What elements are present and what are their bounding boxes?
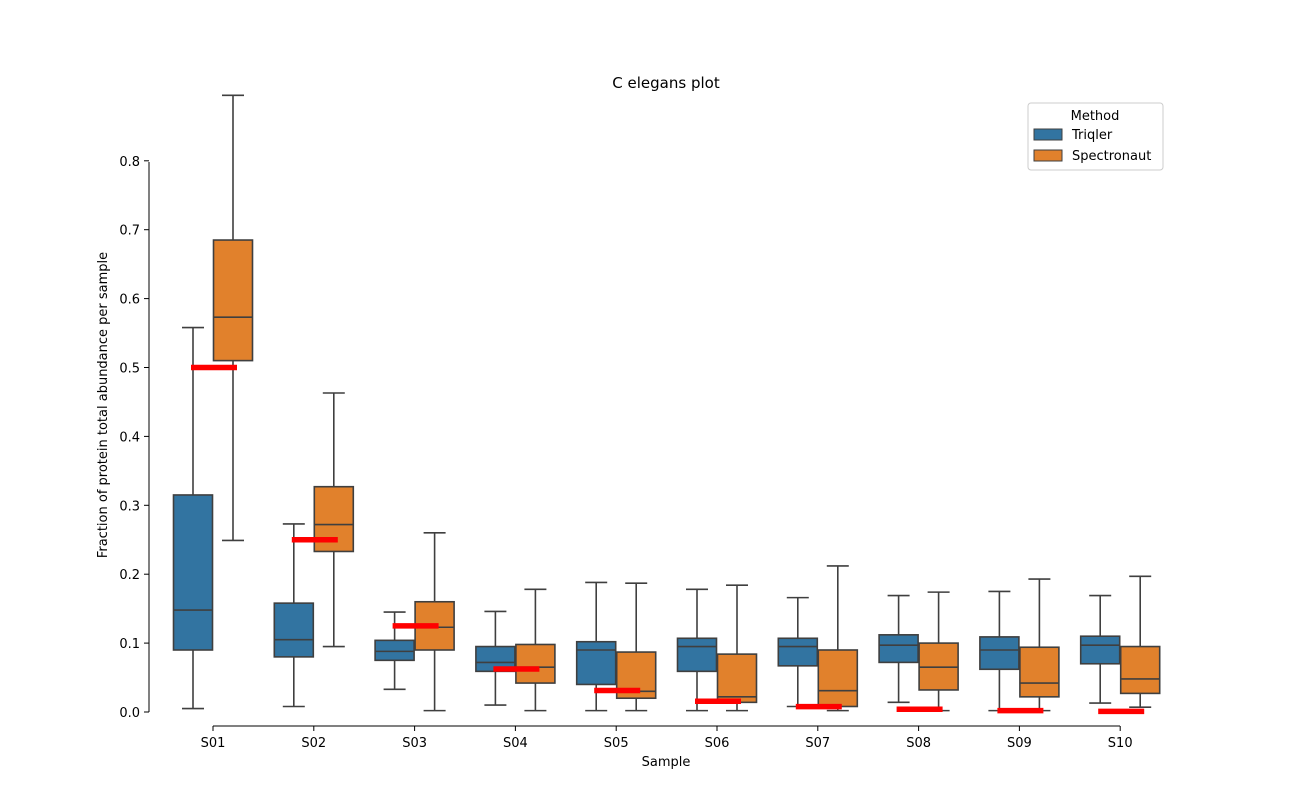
box-iqr	[979, 636, 1020, 671]
box-iqr	[1079, 635, 1121, 665]
y-tick-label: 0.5	[119, 362, 140, 377]
box-iqr	[817, 649, 859, 708]
box-iqr	[212, 239, 254, 362]
box-triqler-s06	[676, 588, 718, 712]
legend: Method Triqler Spectronaut	[1027, 102, 1164, 171]
box-iqr	[676, 637, 718, 673]
y-tick-label: 0.7	[119, 224, 140, 239]
box-iqr	[172, 494, 214, 651]
x-tick-label: S04	[503, 736, 528, 751]
x-tick-label: S08	[906, 736, 931, 751]
legend-swatch-spectronaut	[1033, 149, 1063, 162]
box-triqler-s08	[878, 594, 919, 704]
box-spectronaut-s06	[716, 584, 758, 712]
x-tick-label: S01	[201, 736, 226, 751]
box-triqler-s07	[777, 596, 819, 708]
y-tick-label: 0.8	[119, 155, 140, 170]
box-spectronaut-s03	[414, 532, 455, 712]
x-tick-label: S07	[805, 736, 830, 751]
legend-label-triqler: Triqler	[1071, 128, 1113, 143]
y-tick-label: 0.4	[119, 430, 140, 445]
legend-label-spectronaut: Spectronaut	[1072, 149, 1151, 164]
x-axis-label: Sample	[642, 755, 691, 770]
x-tick-label: S03	[402, 736, 427, 751]
y-tick-label: 0.2	[119, 568, 140, 583]
box-iqr	[716, 653, 758, 704]
box-spectronaut-s10	[1119, 575, 1161, 708]
y-tick-label: 0.1	[119, 637, 140, 652]
box-iqr	[575, 640, 617, 686]
box-triqler-s05	[575, 581, 617, 712]
box-spectronaut-s07	[817, 565, 859, 712]
box-triqler-s03	[374, 611, 415, 691]
plot-area	[172, 94, 1161, 715]
y-axis-label: Fraction of protein total abundance per …	[96, 252, 111, 558]
box-spectronaut-s02	[313, 392, 355, 648]
legend-title: Method	[1071, 109, 1120, 124]
box-iqr	[1019, 646, 1060, 698]
box-triqler-s04	[475, 610, 516, 706]
box-iqr	[273, 602, 315, 658]
x-tick-label: S10	[1108, 736, 1133, 751]
box-iqr	[515, 643, 556, 684]
box-triqler-s10	[1079, 594, 1121, 704]
chart-title: C elegans plot	[612, 74, 720, 92]
y-tick-label: 0.0	[119, 706, 140, 721]
y-tick-label: 0.6	[119, 293, 140, 308]
y-axis: 0.0 0.1 0.2 0.3 0.4 0.5 0.6 0.7 0.8	[119, 155, 150, 721]
box-triqler-s09	[979, 590, 1020, 712]
x-tick-label: S02	[301, 736, 326, 751]
x-tick-label: S06	[705, 736, 730, 751]
x-tick-label: S09	[1007, 736, 1032, 751]
box-iqr	[374, 639, 415, 662]
box-triqler-s02	[273, 523, 315, 708]
box-spectronaut-s08	[918, 591, 959, 712]
box-iqr	[878, 634, 919, 664]
box-iqr	[1119, 645, 1161, 695]
box-spectronaut-s09	[1019, 578, 1060, 712]
box-iqr	[777, 637, 819, 667]
x-tick-label: S05	[604, 736, 629, 751]
x-axis: S01 S02 S03 S04 S05 S06 S07 S08 S09 S10	[201, 725, 1133, 751]
y-tick-label: 0.3	[119, 499, 140, 514]
box-spectronaut-s01	[212, 94, 254, 542]
box-spectronaut-s04	[515, 588, 556, 712]
box-triqler-s01	[172, 326, 214, 710]
legend-swatch-triqler	[1033, 128, 1063, 141]
